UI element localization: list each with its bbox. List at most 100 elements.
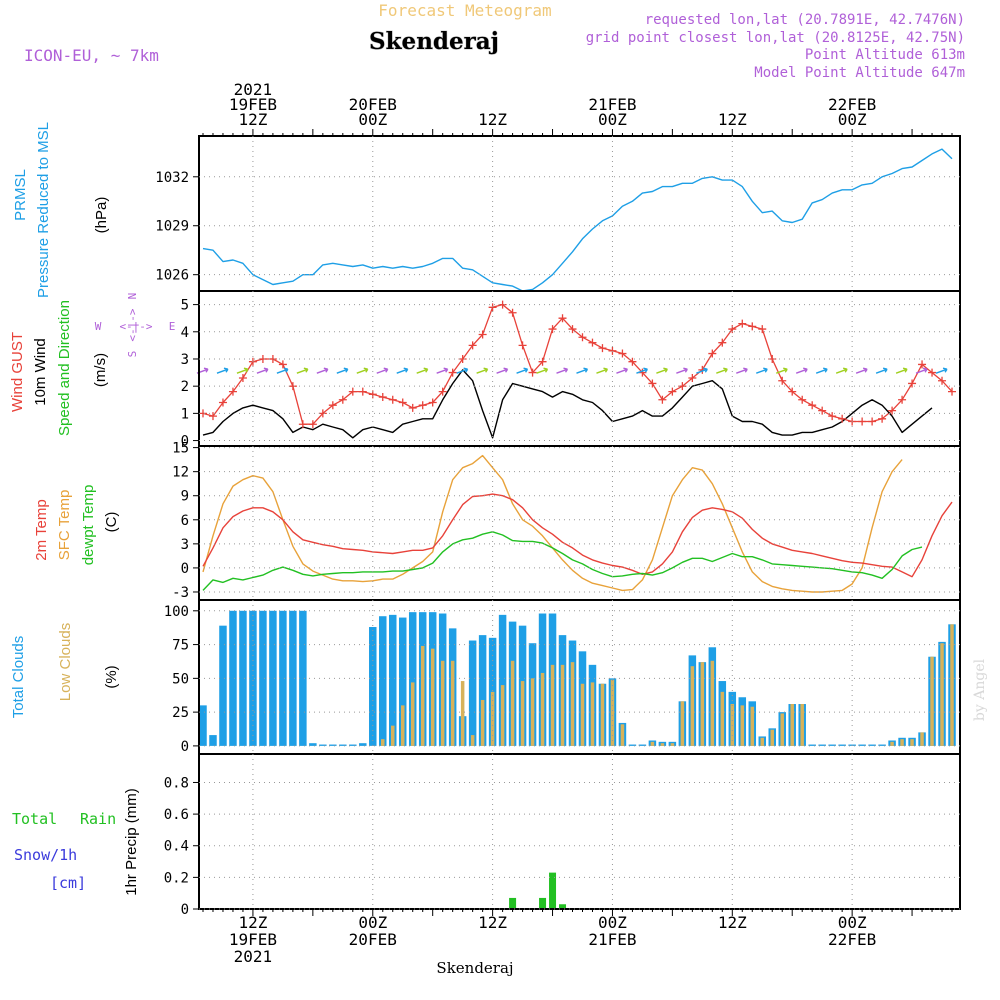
y-tick-label: 0.4 (164, 839, 189, 855)
wind-direction-arrow (456, 367, 469, 374)
gridpoint-coords: grid point closest lon,lat (20.8125E, 42… (586, 30, 965, 46)
compass-arrows-horizontal: <-|-> (119, 320, 152, 333)
total-cloud-bar (878, 744, 886, 746)
y-tick-label: 2 (181, 379, 189, 395)
low-cloud-bar (550, 664, 555, 746)
wind-direction-arrow (576, 367, 589, 374)
time-label-bottom: 00Z (358, 913, 387, 932)
gust-marker (688, 374, 697, 383)
gust-marker (778, 376, 787, 385)
y-tick-label: 3 (181, 537, 189, 553)
gust-marker (448, 368, 457, 377)
low-cloud-bar (690, 666, 695, 746)
panel-frame-4 (198, 753, 961, 910)
sfc-temp-line (202, 454, 903, 593)
low-cloud-bar (780, 713, 784, 746)
time-label-top: 00Z (598, 110, 627, 129)
low-cloud-bar (560, 664, 565, 746)
low-cloud-bar (730, 704, 735, 746)
total-cloud-bar (239, 610, 247, 746)
gust-marker (718, 338, 727, 347)
wind-direction-arrow (416, 367, 429, 374)
time-label-bottom: 12Z (718, 913, 747, 932)
total-cloud-bar (868, 744, 876, 746)
y-tick-label: 0.6 (164, 807, 189, 823)
low-cloud-bar (570, 662, 575, 746)
gust-marker (488, 303, 497, 312)
low-cloud-bar (920, 732, 924, 746)
total-cloud-bar (309, 743, 317, 746)
total-cloud-bar (408, 612, 417, 746)
gust-marker (258, 354, 267, 363)
gust-marker (228, 387, 237, 396)
gust-marker (628, 357, 637, 366)
label-1hr-precip: 1hr Precip (mm) (123, 788, 140, 896)
low-cloud-bar (770, 729, 774, 746)
wind-direction-arrow (556, 367, 569, 374)
low-cloud-bar (430, 648, 435, 746)
wind-direction-arrow (296, 367, 309, 374)
low-cloud-bar (510, 660, 515, 746)
low-cloud-bar (400, 705, 405, 746)
y-tick-label: 0 (181, 561, 189, 577)
low-cloud-bar (670, 743, 675, 746)
gust-marker (608, 346, 617, 355)
y-tick-label: 75 (172, 638, 189, 654)
forecast-meteogram-title: Forecast Meteogram (378, 1, 551, 20)
total-cloud-bar (638, 744, 647, 746)
wind-direction-arrow (915, 367, 928, 374)
gust-marker (388, 395, 397, 404)
gust-marker (858, 417, 867, 426)
total-cloud-bar (379, 616, 387, 746)
gust-marker (238, 374, 247, 383)
wind-direction-arrow (736, 367, 748, 374)
y-tick-label: -3 (172, 585, 189, 601)
y-tick-label: 1032 (155, 170, 189, 186)
time-label-bottom: 22FEB (828, 930, 876, 949)
panel-frame-2 (198, 445, 961, 601)
wind-direction-arrow (855, 367, 868, 374)
requested-coords: requested lon,lat (20.7891E, 42.7476N) (645, 12, 965, 28)
label-ms: (m/s) (92, 353, 109, 387)
t2m-line (202, 493, 953, 578)
total-cloud-bar (319, 744, 327, 746)
y-tick-label: 1029 (155, 219, 189, 235)
gust-marker (948, 387, 957, 396)
gust-marker (378, 393, 387, 402)
gust-marker (268, 354, 277, 363)
total-cloud-bar (498, 614, 507, 746)
wind-direction-arrow (656, 367, 668, 374)
low-cloud-bar (800, 704, 804, 746)
wind-direction-arrow (436, 367, 449, 374)
gust-marker (288, 382, 297, 391)
low-cloud-bar (610, 679, 615, 746)
wind-direction-arrow (935, 367, 948, 374)
gust-marker (928, 368, 937, 377)
total-cloud-bar (209, 735, 217, 746)
gust-marker (428, 398, 437, 407)
wind-direction-arrow (256, 367, 269, 374)
total-cloud-bar (329, 744, 337, 746)
wind-direction-arrow (616, 367, 629, 374)
gust-marker (658, 395, 667, 404)
gust-marker (298, 420, 307, 429)
total-cloud-bar (299, 610, 307, 746)
gust-marker (348, 387, 357, 396)
wind-direction-arrow (676, 367, 688, 374)
label-c: (C) (103, 512, 120, 533)
gust-marker (788, 387, 797, 396)
rain-bar (559, 904, 567, 909)
low-cloud-bar (710, 660, 715, 746)
wind-direction-arrow (316, 367, 329, 374)
time-label-bottom: 20FEB (349, 930, 397, 949)
label-dewpt-temp: dewpt Temp (80, 485, 97, 566)
gust-line (202, 303, 953, 425)
label-2m-temp: 2m Temp (33, 499, 50, 560)
wind-direction-arrow (716, 367, 728, 374)
gust-marker (818, 406, 827, 415)
label-cm: [cm] (50, 874, 86, 892)
low-cloud-bar (460, 681, 465, 746)
low-cloud-bar (650, 741, 655, 746)
y-tick-label: 12 (172, 465, 189, 481)
wind10-line (202, 369, 933, 439)
